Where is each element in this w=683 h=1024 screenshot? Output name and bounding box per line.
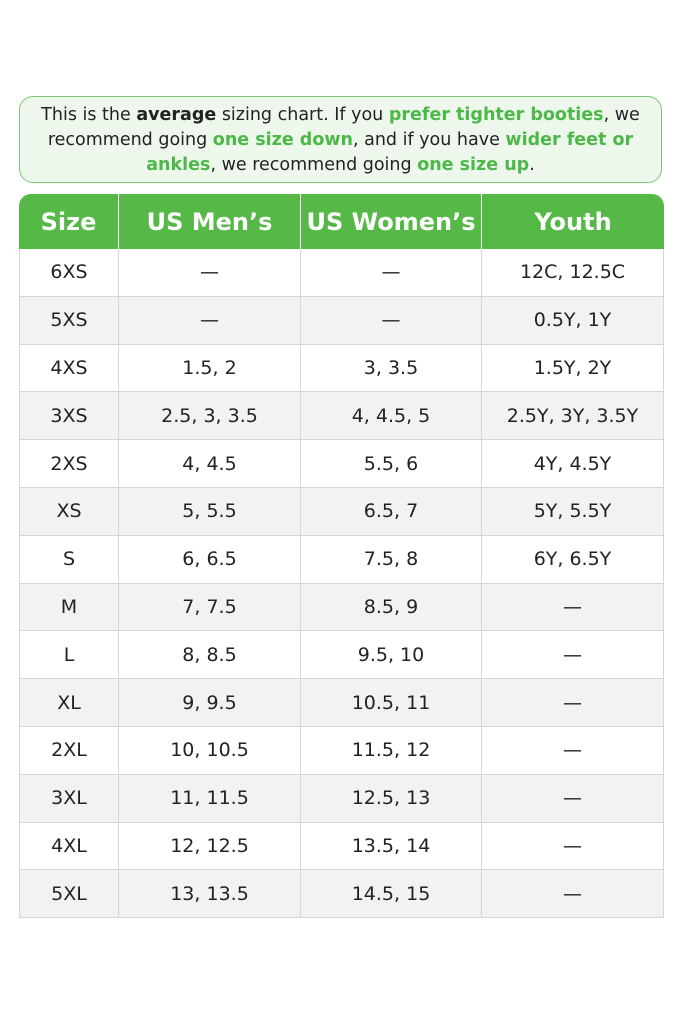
cell-us-womens: 3, 3.5 — [301, 344, 482, 393]
cell-us-womens: 9.5, 10 — [301, 631, 482, 680]
table-row: L 8, 8.5 9.5, 10— — [19, 631, 664, 680]
table-row: 4XL 12, 12.5 13.5, 14— — [19, 822, 664, 871]
note-highlight-tighter: prefer tighter booties — [388, 105, 604, 125]
cell-size: M — [19, 583, 119, 632]
cell-youth: — — [482, 870, 664, 919]
cell-us-womens: 7.5, 8 — [301, 535, 482, 584]
cell-youth: 12C, 12.5C — [482, 249, 664, 297]
cell-youth: — — [482, 679, 664, 727]
note-text-2: sizing chart. If you — [216, 105, 389, 125]
cell-us-mens: 4, 4.5 — [119, 440, 301, 488]
cell-us-womens: 5.5, 6 — [301, 440, 482, 488]
cell-size: XS — [19, 487, 119, 536]
cell-us-womens: 8.5, 9 — [301, 583, 482, 632]
header-size: Size — [19, 194, 119, 249]
cell-size: 2XL — [19, 726, 119, 775]
cell-us-womens: 4, 4.5, 5 — [301, 392, 482, 441]
cell-youth: — — [482, 583, 664, 632]
cell-size: 4XS — [19, 344, 119, 393]
note-emphasis-average: average — [136, 105, 217, 125]
header-us-womens: US Women’s — [301, 194, 482, 249]
cell-size: XL — [19, 679, 119, 727]
cell-us-mens: 1.5, 2 — [119, 344, 301, 393]
table-row: 3XL 11, 11.5 12.5, 13— — [19, 774, 664, 823]
table-row: 2XL 10, 10.5 11.5, 12— — [19, 726, 664, 775]
header-row: Size US Men’s US Women’s Youth — [19, 194, 664, 249]
table-row: XL 9, 9.5 10.5, 11— — [19, 679, 664, 727]
size-chart: Size US Men’s US Women’s Youth 6XS — —12C,… — [19, 194, 664, 919]
cell-us-mens: 2.5, 3, 3.5 — [119, 392, 301, 441]
note-highlight-size-up: one size up — [417, 155, 530, 175]
cell-size: L — [19, 631, 119, 680]
note-highlight-wider: wider feet or ankles — [146, 130, 634, 175]
cell-us-mens: 12, 12.5 — [119, 822, 301, 871]
cell-us-womens: 11.5, 12 — [301, 726, 482, 775]
cell-youth: — — [482, 631, 664, 680]
cell-us-womens: — — [301, 296, 482, 345]
cell-us-womens: 14.5, 15 — [301, 870, 482, 919]
cell-size: 6XS — [19, 249, 119, 297]
cell-youth: — — [482, 822, 664, 871]
cell-us-mens: 5, 5.5 — [119, 487, 301, 536]
note-text-4: , and if you have — [352, 130, 506, 150]
note-text-1: This is the — [41, 105, 137, 125]
cell-us-mens: 11, 11.5 — [119, 774, 301, 823]
table-row: M 7, 7.5 8.5, 9— — [19, 583, 664, 632]
size-table: Size US Men’s US Women’s Youth 6XS — —12C,… — [19, 194, 664, 919]
cell-us-womens: 12.5, 13 — [301, 774, 482, 823]
table-row: 5XL 13, 13.5 14.5, 15— — [19, 870, 664, 919]
table-row: XS 5, 5.5 6.5, 7 5Y, 5.5Y — [19, 487, 664, 536]
cell-youth: — — [482, 774, 664, 823]
note-text-5: , we recommend going — [210, 155, 418, 175]
cell-youth: 2.5Y, 3Y, 3.5Y — [482, 392, 664, 441]
note-text-6: . — [529, 155, 535, 175]
cell-size: S — [19, 535, 119, 584]
cell-youth: 5Y, 5.5Y — [482, 487, 664, 536]
cell-size: 5XS — [19, 296, 119, 345]
cell-us-mens: 9, 9.5 — [119, 679, 301, 727]
cell-size: 3XL — [19, 774, 119, 823]
table-row: 2XS 4, 4.5 5.5, 6 4Y, 4.5Y — [19, 440, 664, 488]
header-youth: Youth — [482, 194, 664, 249]
cell-youth: 4Y, 4.5Y — [482, 440, 664, 488]
cell-us-mens: 8, 8.5 — [119, 631, 301, 680]
note-text-3: , we recommend going — [47, 105, 640, 150]
cell-us-womens: 10.5, 11 — [301, 679, 482, 727]
cell-youth: 0.5Y, 1Y — [482, 296, 664, 345]
table-row: 6XS — —12C, 12.5C — [19, 249, 664, 297]
cell-us-womens: 6.5, 7 — [301, 487, 482, 536]
cell-size: 2XS — [19, 440, 119, 488]
cell-youth: 6Y, 6.5Y — [482, 535, 664, 584]
cell-us-mens: 6, 6.5 — [119, 535, 301, 584]
table-row: S 6, 6.5 7.5, 8 6Y, 6.5Y — [19, 535, 664, 584]
cell-us-womens: — — [301, 249, 482, 297]
cell-us-mens: — — [119, 296, 301, 345]
table-body: 6XS — —12C, 12.5C 5XS — —0.5Y, 1Y 4XS 1.5, 2 3, … — [19, 249, 664, 919]
cell-us-mens: — — [119, 249, 301, 297]
cell-size: 4XL — [19, 822, 119, 871]
cell-us-womens: 13.5, 14 — [301, 822, 482, 871]
table-row: 5XS — —0.5Y, 1Y — [19, 296, 664, 345]
cell-size: 3XS — [19, 392, 119, 441]
table-row: 3XS 2.5, 3, 3.5 4, 4.5, 5 2.5Y, 3Y, 3.5Y — [19, 392, 664, 441]
header-us-mens: US Men’s — [119, 194, 301, 249]
cell-size: 5XL — [19, 870, 119, 919]
sizing-note: This is the average sizing chart. If you… — [19, 96, 662, 183]
cell-youth: 1.5Y, 2Y — [482, 344, 664, 393]
table-row: 4XS 1.5, 2 3, 3.5 1.5Y, 2Y — [19, 344, 664, 393]
cell-youth: — — [482, 726, 664, 775]
cell-us-mens: 10, 10.5 — [119, 726, 301, 775]
cell-us-mens: 13, 13.5 — [119, 870, 301, 919]
cell-us-mens: 7, 7.5 — [119, 583, 301, 632]
note-highlight-size-down: one size down — [212, 130, 353, 150]
